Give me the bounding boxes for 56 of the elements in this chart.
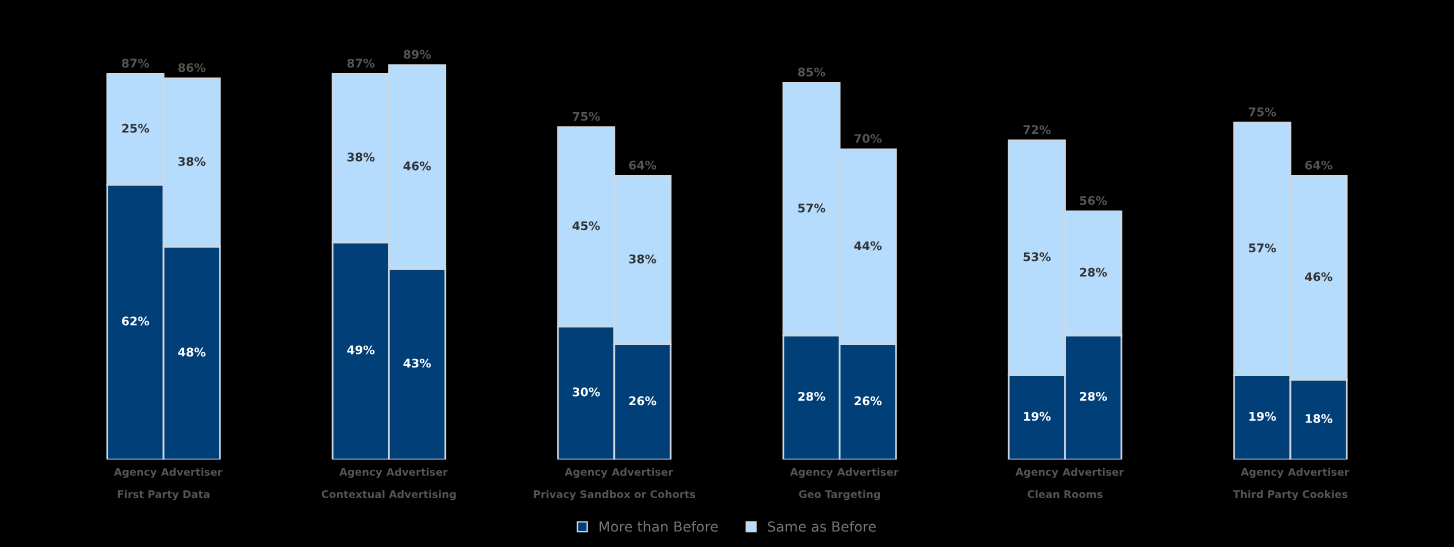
data-label: 62% — [122, 316, 150, 326]
data-label: 38% — [347, 152, 375, 162]
data-label: 44% — [854, 241, 882, 251]
text: Third Party Cookies — [1233, 490, 1348, 501]
data-label: 45% — [572, 221, 600, 231]
total-label: 85% — [798, 67, 826, 77]
data-label: 57% — [798, 203, 826, 213]
data-label: 38% — [629, 254, 657, 264]
x-tick-label: Advertiser — [386, 467, 448, 476]
x-tick-label: Agency — [1015, 468, 1059, 478]
text: Geo Targeting — [799, 490, 880, 501]
total-label: 64% — [629, 160, 657, 170]
total-label: 87% — [122, 58, 150, 68]
data-label: 26% — [629, 396, 657, 406]
data-label: 49% — [347, 345, 375, 355]
data-label: 19% — [1249, 411, 1277, 421]
data-label: 57% — [1249, 243, 1277, 253]
data-label: 30% — [572, 387, 600, 397]
total-label: 87% — [347, 58, 375, 68]
x-tick-label: Agency — [1240, 468, 1284, 478]
data-label: 48% — [178, 347, 206, 357]
x-tick-label: Advertiser — [1287, 467, 1350, 476]
total-label: 75% — [572, 111, 600, 121]
text: Privacy Sandbox or Cohorts — [533, 490, 696, 501]
data-label: 28% — [1080, 391, 1107, 401]
data-label: 43% — [403, 358, 431, 368]
data-label: 53% — [1023, 252, 1051, 262]
legend-label: More than Before — [599, 521, 718, 532]
total-label: 86% — [178, 63, 206, 73]
x-tick-label: Agency — [564, 468, 608, 478]
total-label: 56% — [1080, 196, 1107, 206]
data-label: 25% — [122, 123, 150, 133]
data-label: 26% — [854, 396, 882, 406]
data-label: 18% — [1305, 414, 1333, 424]
legend-label: Same as Before — [768, 521, 876, 532]
x-tick-label: Advertiser — [837, 467, 899, 476]
data-label: 28% — [1080, 267, 1107, 277]
total-label: 72% — [1023, 125, 1051, 135]
data-label: 38% — [178, 157, 206, 166]
x-tick-label: Agency — [113, 468, 157, 478]
total-label: 70% — [854, 134, 882, 143]
data-label: 46% — [403, 161, 431, 171]
x-tick-label: Advertiser — [1062, 467, 1124, 476]
text: Clean Rooms — [1027, 490, 1103, 499]
text: First Party Data — [117, 490, 210, 501]
total-label: 75% — [1248, 107, 1277, 117]
x-tick-label: Advertiser — [611, 467, 674, 476]
x-tick-label: Agency — [790, 468, 833, 478]
data-label: 46% — [1305, 272, 1333, 282]
text: Contextual Advertising — [321, 490, 456, 501]
data-label: 28% — [798, 391, 826, 401]
total-label: 64% — [1305, 160, 1333, 170]
total-label: 89% — [403, 49, 431, 59]
x-tick-label: Advertiser — [161, 467, 223, 476]
x-tick-label: Agency — [339, 468, 383, 478]
data-label: 19% — [1024, 411, 1051, 421]
